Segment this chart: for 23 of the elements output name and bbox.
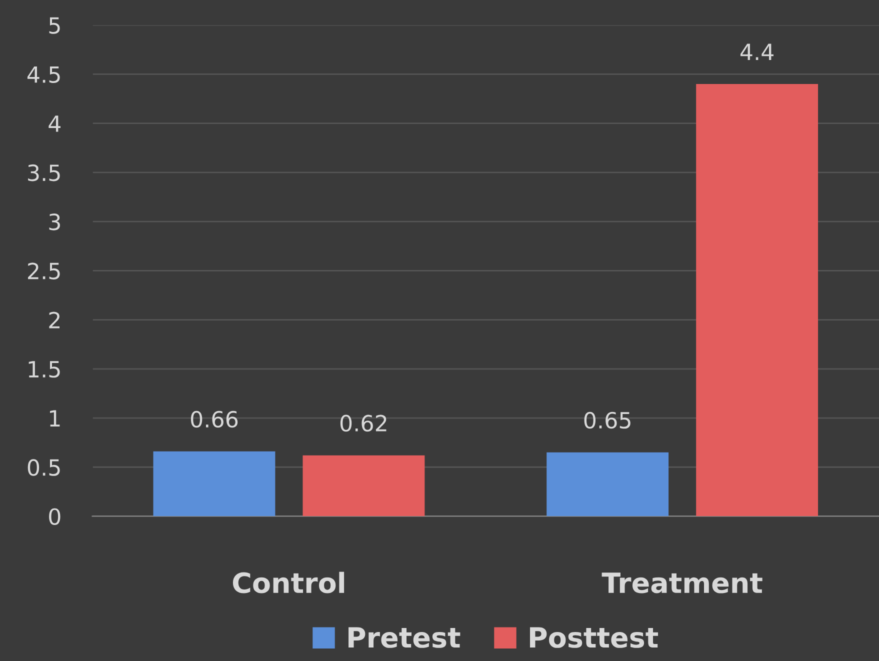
bar (546, 452, 669, 516)
y-tick-label: 3.5 (28, 164, 60, 182)
y-tick-label: 2 (49, 312, 60, 328)
data-label: 0.66 (190, 410, 238, 428)
x-tick-label: Control (232, 572, 344, 594)
y-tick-label: 2.5 (28, 262, 60, 280)
bar (302, 455, 425, 516)
data-label: 4.4 (740, 44, 774, 60)
bar (696, 84, 818, 516)
y-tick-label: 5 (49, 17, 60, 34)
y-tick-label: 1.5 (28, 361, 60, 378)
legend-label: Posttest (530, 627, 658, 648)
y-tick-label: 4 (48, 116, 60, 132)
bar (153, 451, 276, 516)
y-tick-label: 4.5 (27, 66, 60, 83)
data-label: 0.65 (584, 412, 630, 429)
y-tick-label: 3 (49, 214, 60, 230)
y-tick-label: 1 (50, 410, 60, 426)
x-tick-label: Treatment (602, 572, 762, 594)
y-tick-label: 0.5 (28, 459, 60, 476)
legend-label: Pretest (348, 627, 460, 648)
data-label: 0.62 (340, 414, 386, 432)
y-tick-label: 0 (49, 508, 60, 525)
